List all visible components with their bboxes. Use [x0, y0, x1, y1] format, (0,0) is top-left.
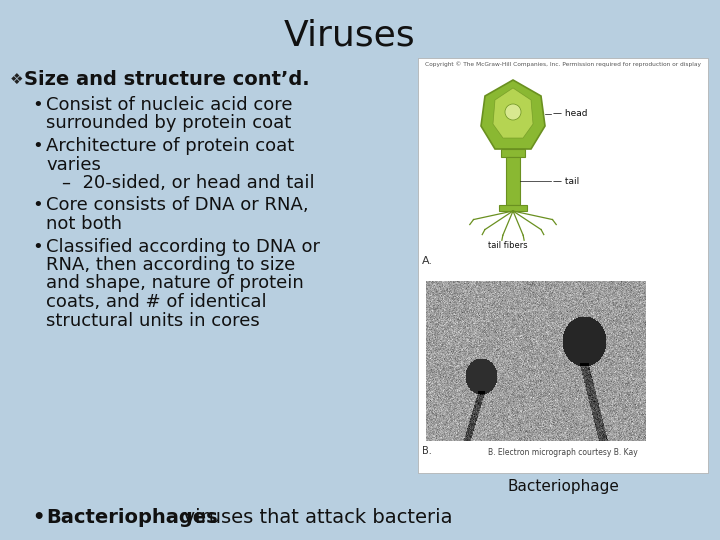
Text: structural units in cores: structural units in cores — [46, 312, 260, 329]
Text: - viruses that attack bacteria: - viruses that attack bacteria — [164, 508, 452, 527]
FancyBboxPatch shape — [506, 157, 520, 205]
Text: surrounded by protein coat: surrounded by protein coat — [46, 114, 292, 132]
Polygon shape — [481, 80, 545, 149]
Text: and shape, nature of protein: and shape, nature of protein — [46, 274, 304, 293]
Text: varies: varies — [46, 156, 101, 173]
Text: B. Electron micrograph courtesy B. Kay: B. Electron micrograph courtesy B. Kay — [488, 448, 638, 457]
Text: •: • — [32, 238, 42, 255]
Text: •: • — [32, 508, 45, 527]
Text: ❖: ❖ — [10, 72, 24, 87]
Text: •: • — [32, 197, 42, 214]
Text: •: • — [32, 96, 42, 114]
FancyBboxPatch shape — [499, 205, 527, 211]
Text: Copyright © The McGraw-Hill Companies, Inc. Permission required for reproduction: Copyright © The McGraw-Hill Companies, I… — [425, 61, 701, 66]
Circle shape — [505, 104, 521, 120]
Text: Size and structure cont’d.: Size and structure cont’d. — [24, 70, 310, 89]
Text: coats, and # of identical: coats, and # of identical — [46, 293, 266, 311]
Polygon shape — [493, 88, 533, 138]
Text: RNA, then according to size: RNA, then according to size — [46, 256, 295, 274]
Text: Classified according to DNA or: Classified according to DNA or — [46, 238, 320, 255]
Text: –  20-sided, or head and tail: – 20-sided, or head and tail — [62, 174, 315, 192]
FancyBboxPatch shape — [501, 149, 525, 157]
Text: Consist of nucleic acid core: Consist of nucleic acid core — [46, 96, 292, 114]
FancyBboxPatch shape — [418, 58, 708, 473]
Text: — head: — head — [553, 110, 588, 118]
Text: Viruses: Viruses — [284, 19, 415, 53]
Text: — tail: — tail — [553, 177, 580, 186]
Text: •: • — [32, 137, 42, 155]
Text: Bacteriophages: Bacteriophages — [46, 508, 217, 527]
Text: not both: not both — [46, 215, 122, 233]
Text: Architecture of protein coat: Architecture of protein coat — [46, 137, 294, 155]
Text: Core consists of DNA or RNA,: Core consists of DNA or RNA, — [46, 197, 309, 214]
Text: A.: A. — [422, 256, 433, 266]
Text: Bacteriophage: Bacteriophage — [507, 480, 619, 495]
Text: B.: B. — [422, 446, 432, 456]
Text: tail fibers: tail fibers — [488, 241, 528, 250]
